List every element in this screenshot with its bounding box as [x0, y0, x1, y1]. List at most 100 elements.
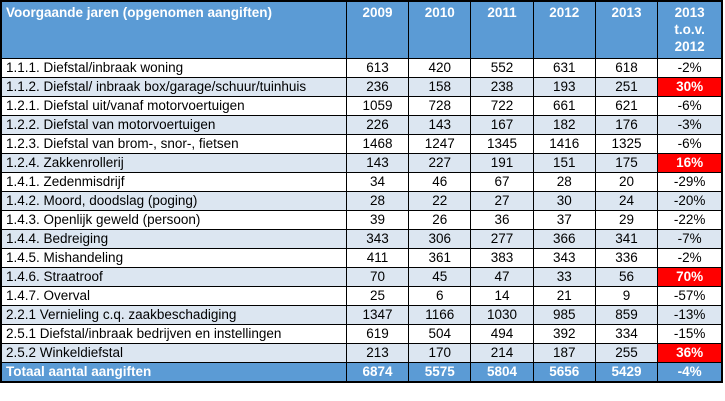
change-cell: 30% [657, 76, 723, 97]
value-2009: 613 [345, 57, 410, 78]
total-label: Totaal aantal aangiften [0, 361, 347, 383]
value-2010: 45 [408, 266, 472, 287]
value-2013: 29 [594, 209, 659, 230]
value-2010: 170 [408, 342, 472, 363]
table-row: 1.4.7. Overval 25 6 14 21 9 -57% [0, 285, 723, 306]
change-cell: 70% [657, 266, 723, 287]
value-2010: 504 [408, 323, 472, 344]
table-row: 1.1.2. Diefstal/ inbraak box/garage/schu… [0, 76, 723, 97]
change-cell: -15% [657, 323, 723, 344]
value-2012: 182 [532, 114, 596, 135]
table-row: 1.2.3. Diefstal van brom-, snor-, fietse… [0, 133, 723, 154]
column-header-2009: 2009 [345, 0, 410, 59]
value-2009: 213 [345, 342, 410, 363]
value-2012: 343 [532, 247, 596, 268]
value-2012: 392 [532, 323, 596, 344]
value-2011: 36 [470, 209, 534, 230]
value-2010: 306 [408, 228, 472, 249]
change-cell: -2% [657, 57, 723, 78]
value-2010: 143 [408, 114, 472, 135]
value-2012: 33 [532, 266, 596, 287]
value-2009: 619 [345, 323, 410, 344]
value-2013: 336 [594, 247, 659, 268]
value-2013: 1325 [594, 133, 659, 154]
value-2010: 46 [408, 171, 472, 192]
header-row: Voorgaande jaren (opgenomen aangiften) 2… [0, 0, 723, 59]
value-2013: 175 [594, 152, 659, 173]
value-2010: 1247 [408, 133, 472, 154]
value-2013: 24 [594, 190, 659, 211]
category-label: 1.2.4. Zakkenrollerij [0, 152, 347, 173]
change-header-line2: t.o.v. [674, 22, 705, 37]
value-2012: 21 [532, 285, 596, 306]
table-row: 2.2.1 Vernieling c.q. zaakbeschadiging 1… [0, 304, 723, 325]
change-cell: -6% [657, 133, 723, 154]
value-2009: 226 [345, 114, 410, 135]
value-2010: 26 [408, 209, 472, 230]
value-2009: 34 [345, 171, 410, 192]
value-2013: 618 [594, 57, 659, 78]
value-2012: 661 [532, 95, 596, 116]
table-row: 1.4.5. Mishandeling 411 361 383 343 336 … [0, 247, 723, 268]
crime-statistics-table: Voorgaande jaren (opgenomen aangiften) 2… [0, 0, 723, 383]
table-footer: Totaal aantal aangiften 6874 5575 5804 5… [0, 361, 723, 383]
value-2009: 1059 [345, 95, 410, 116]
category-label: 1.1.2. Diefstal/ inbraak box/garage/schu… [0, 76, 347, 97]
value-2012: 37 [532, 209, 596, 230]
value-2013: 621 [594, 95, 659, 116]
value-2013: 255 [594, 342, 659, 363]
change-header-line1: 2013 [674, 5, 705, 20]
value-2010: 361 [408, 247, 472, 268]
category-label: 1.4.4. Bedreiging [0, 228, 347, 249]
value-2012: 187 [532, 342, 596, 363]
value-2013: 859 [594, 304, 659, 325]
value-2012: 30 [532, 190, 596, 211]
value-2010: 227 [408, 152, 472, 173]
category-label: 1.4.6. Straatroof [0, 266, 347, 287]
value-2009: 1468 [345, 133, 410, 154]
table-row: 1.4.2. Moord, doodslag (poging) 28 22 27… [0, 190, 723, 211]
category-label: 1.2.2. Diefstal van motorvoertuigen [0, 114, 347, 135]
category-label: 1.4.2. Moord, doodslag (poging) [0, 190, 347, 211]
table-row: 1.4.1. Zedenmisdrijf 34 46 67 28 20 -29% [0, 171, 723, 192]
value-2013: 334 [594, 323, 659, 344]
value-2013: 251 [594, 76, 659, 97]
table-body: 1.1.1. Diefstal/inbraak woning 613 420 5… [0, 57, 723, 363]
value-2011: 1345 [470, 133, 534, 154]
total-2013: 5429 [594, 361, 659, 383]
value-2013: 341 [594, 228, 659, 249]
total-2012: 5656 [532, 361, 596, 383]
value-2011: 27 [470, 190, 534, 211]
category-label: 1.4.3. Openlijk geweld (persoon) [0, 209, 347, 230]
change-cell: -22% [657, 209, 723, 230]
value-2009: 70 [345, 266, 410, 287]
category-label: 1.4.7. Overval [0, 285, 347, 306]
value-2011: 494 [470, 323, 534, 344]
value-2011: 47 [470, 266, 534, 287]
column-header-2012: 2012 [532, 0, 596, 59]
value-2011: 722 [470, 95, 534, 116]
total-2011: 5804 [470, 361, 534, 383]
table-row: 1.2.2. Diefstal van motorvoertuigen 226 … [0, 114, 723, 135]
value-2009: 343 [345, 228, 410, 249]
table-row: 1.4.4. Bedreiging 343 306 277 366 341 -7… [0, 228, 723, 249]
change-header-line3: 2012 [674, 39, 705, 54]
column-header-2010: 2010 [408, 0, 472, 59]
change-cell: -57% [657, 285, 723, 306]
column-header-change: 2013 t.o.v. 2012 [657, 0, 723, 59]
value-2012: 366 [532, 228, 596, 249]
value-2012: 28 [532, 171, 596, 192]
table-row: 1.1.1. Diefstal/inbraak woning 613 420 5… [0, 57, 723, 78]
change-cell: -7% [657, 228, 723, 249]
value-2009: 143 [345, 152, 410, 173]
value-2013: 56 [594, 266, 659, 287]
change-cell: -2% [657, 247, 723, 268]
value-2009: 236 [345, 76, 410, 97]
value-2012: 985 [532, 304, 596, 325]
value-2013: 20 [594, 171, 659, 192]
value-2010: 158 [408, 76, 472, 97]
value-2012: 151 [532, 152, 596, 173]
column-header-2011: 2011 [470, 0, 534, 59]
value-2010: 6 [408, 285, 472, 306]
table-row: 1.2.1. Diefstal uit/vanaf motorvoertuige… [0, 95, 723, 116]
